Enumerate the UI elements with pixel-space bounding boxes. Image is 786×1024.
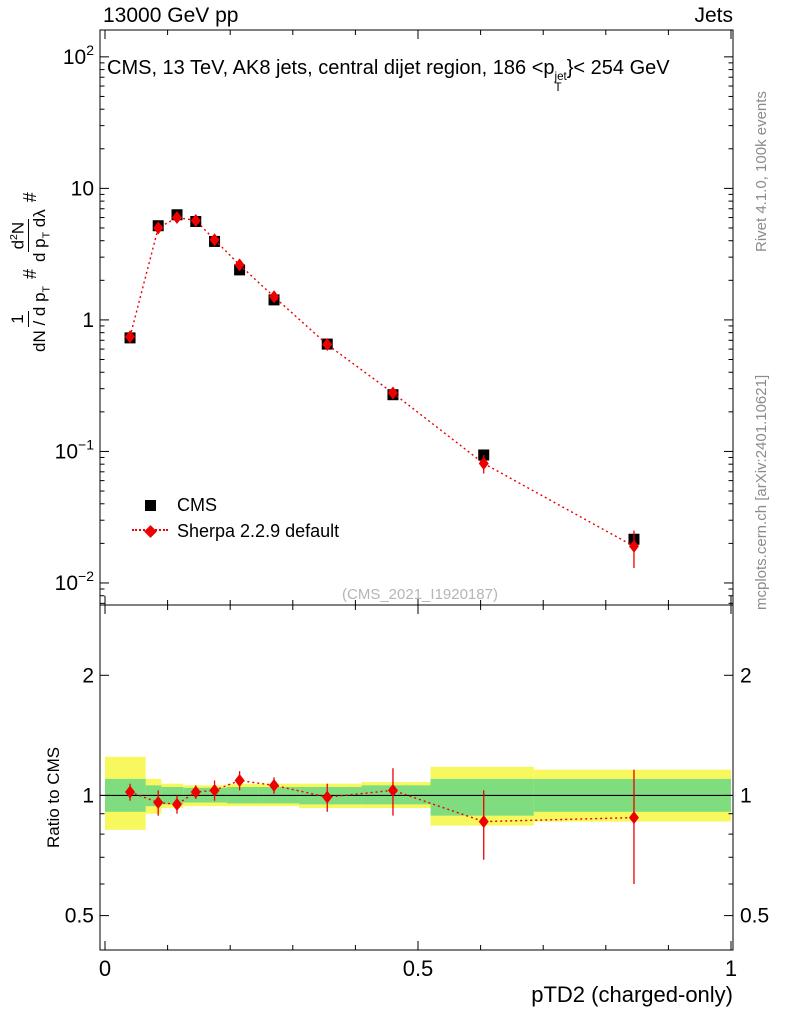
legend-row-sherpa: Sherpa 2.2.9 default (132, 518, 339, 544)
plot-title: CMS, 13 TeV, AK8 jets, central dijet reg… (107, 57, 670, 95)
ratio-tick-label-right: 1 (740, 784, 752, 807)
data-point-sherpa (322, 338, 333, 352)
data-point-sherpa (190, 213, 201, 227)
analysis-group-label: Jets (694, 4, 733, 27)
hash-symbol: # (19, 269, 40, 280)
frac1-numerator: 1 (8, 311, 29, 327)
x-tick-label: 0.5 (403, 956, 434, 981)
y-tick-label: 10−1 (55, 436, 95, 463)
data-point-sherpa (478, 456, 489, 470)
ratio-tick-label-left: 1 (82, 784, 94, 807)
frac2-numerator: d2N (8, 218, 30, 253)
data-point-sherpa (209, 233, 220, 247)
ratio-point (234, 774, 245, 788)
beam-energy-label: 13000 GeV pp (103, 4, 239, 27)
ratio-point (209, 783, 220, 797)
frac2-denominator: d pT dλ (30, 209, 53, 262)
x-tick-label: 1 (725, 956, 737, 981)
square-marker-icon (144, 499, 156, 511)
ratio-point (171, 797, 182, 811)
x-axis-label: pTD2 (charged-only) (531, 982, 733, 1007)
analysis-id-watermark: (CMS_2021_I1920187) (342, 586, 498, 603)
ratio-point (153, 796, 164, 810)
data-point-sherpa (171, 211, 182, 225)
mcplots-reference-note: mcplots.cern.ch [arXiv:2401.10621] (753, 374, 770, 610)
main-y-axis-label: 1 dN / d pT # d2N d pT dλ # (8, 192, 53, 352)
y-tick-label: 10 (71, 177, 94, 200)
legend-label-sherpa: Sherpa 2.2.9 default (177, 520, 340, 541)
legend-row-cms: CMS (132, 492, 339, 518)
ratio-point (269, 778, 280, 792)
y-tick-label: 102 (63, 42, 94, 69)
uncertainty-band-green (361, 785, 431, 805)
legend-label-cms: CMS (177, 494, 217, 515)
ratio-y-axis-label: Ratio to CMS (44, 746, 63, 848)
data-point-sherpa (269, 290, 280, 304)
ratio-point (125, 785, 136, 799)
ratio-point (628, 811, 639, 825)
ratio-tick-label-left: 0.5 (65, 905, 94, 928)
legend: CMS Sherpa 2.2.9 default (132, 492, 339, 544)
y-label-fraction-2: d2N d pT dλ (8, 209, 53, 262)
sherpa-diamond-marker (143, 524, 157, 538)
cms-marker (132, 498, 168, 512)
data-point-sherpa (387, 386, 398, 400)
data-point-sherpa (234, 258, 245, 272)
data-point-sherpa (153, 221, 164, 235)
x-tick-label: 0 (99, 956, 111, 981)
y-label-fraction-1: 1 dN / d pT (8, 286, 52, 352)
data-point-sherpa (628, 539, 639, 553)
y-tick-label: 10−2 (55, 568, 95, 595)
ratio-tick-label-right: 2 (740, 664, 752, 687)
data-point-sherpa (125, 330, 136, 344)
sherpa-marker (132, 524, 168, 538)
y-tick-label: 1 (82, 309, 94, 332)
hash-symbol: # (19, 192, 40, 203)
ratio-tick-label-right: 0.5 (740, 905, 769, 928)
ratio-panel-frame (99, 604, 734, 951)
uncertainty-band-green (430, 778, 534, 816)
ratio-point (478, 815, 489, 829)
rivet-version-note: Rivet 4.1.0, 100k events (753, 91, 770, 252)
ratio-point (322, 790, 333, 804)
frac1-denominator: dN / d pT (29, 286, 53, 352)
ratio-point (387, 783, 398, 797)
ratio-tick-label-left: 2 (82, 664, 94, 687)
ratio-point (190, 785, 201, 799)
